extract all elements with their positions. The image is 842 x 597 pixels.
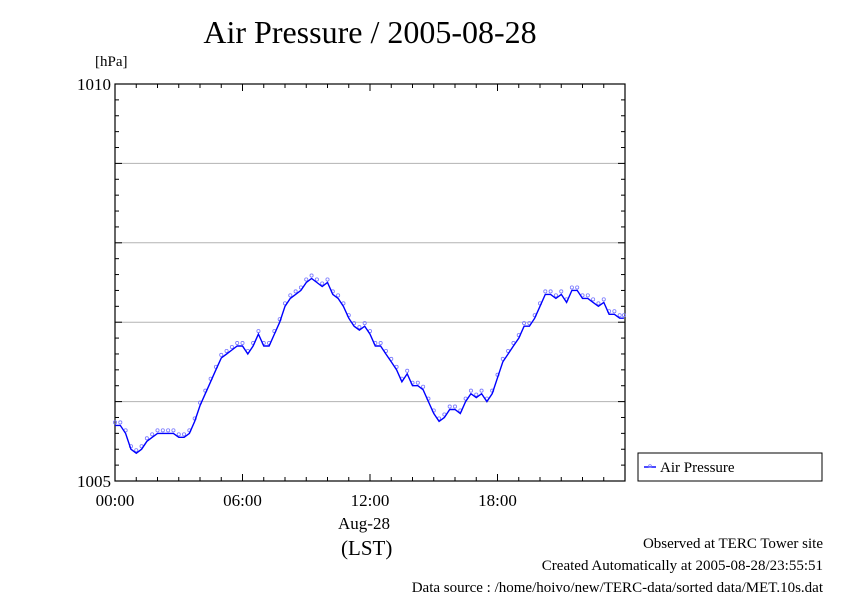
data-point bbox=[621, 313, 626, 318]
data-point bbox=[320, 281, 325, 286]
data-point bbox=[304, 277, 309, 282]
data-point bbox=[336, 293, 341, 298]
data-point bbox=[160, 428, 165, 433]
data-point bbox=[357, 325, 362, 330]
data-point bbox=[288, 293, 293, 298]
data-point bbox=[182, 432, 187, 437]
data-point bbox=[553, 293, 558, 298]
x-tick-label: 06:00 bbox=[223, 491, 262, 510]
data-point bbox=[591, 297, 596, 302]
data-point bbox=[325, 277, 330, 282]
data-point bbox=[479, 388, 484, 393]
data-point bbox=[575, 285, 580, 290]
y-tick-label: 1010 bbox=[77, 75, 111, 94]
data-point bbox=[569, 285, 574, 290]
data-point bbox=[224, 348, 229, 353]
data-point bbox=[219, 352, 224, 357]
data-point bbox=[134, 448, 139, 453]
data-point bbox=[293, 289, 298, 294]
data-point bbox=[421, 384, 426, 389]
footer-created-text: Created Automatically at 2005-08-28/23:5… bbox=[541, 558, 823, 574]
x-tick-label: 00:00 bbox=[96, 491, 135, 510]
data-point bbox=[309, 273, 314, 278]
legend-marker bbox=[648, 464, 652, 468]
data-point bbox=[176, 432, 181, 437]
data-point bbox=[229, 344, 234, 349]
data-point bbox=[617, 313, 622, 318]
data-point bbox=[235, 341, 240, 346]
data-point bbox=[585, 293, 590, 298]
data-point bbox=[474, 392, 479, 397]
footer-observed-text: Observed at TERC Tower site bbox=[642, 536, 823, 552]
data-point bbox=[378, 341, 383, 346]
series-line bbox=[115, 277, 624, 455]
data-point bbox=[596, 301, 601, 306]
data-point bbox=[612, 309, 617, 314]
footer-source-text: Data source : /home/hoivo/new/TERC-data/… bbox=[411, 580, 823, 596]
legend-box bbox=[637, 452, 823, 482]
data-point bbox=[543, 289, 548, 294]
data-point bbox=[559, 289, 564, 294]
data-point bbox=[256, 329, 261, 334]
data-point bbox=[447, 404, 452, 409]
x-axis-date-label: Aug-28 bbox=[338, 514, 390, 533]
y-tick-label: 1005 bbox=[77, 472, 111, 491]
data-point bbox=[405, 368, 410, 373]
plot-frame bbox=[114, 83, 626, 482]
data-point bbox=[548, 289, 553, 294]
data-point bbox=[362, 321, 367, 326]
data-point bbox=[155, 428, 160, 433]
data-point bbox=[113, 420, 118, 425]
y-axis-unit-label: [hPa] bbox=[95, 54, 128, 70]
data-point bbox=[240, 341, 245, 346]
data-point bbox=[144, 436, 149, 441]
data-point bbox=[522, 321, 527, 326]
x-axis-unit-label: (LST) bbox=[341, 536, 393, 560]
chart-title: Air Pressure / 2005-08-28 bbox=[203, 14, 537, 50]
data-point bbox=[166, 428, 171, 433]
legend-label: Air Pressure bbox=[660, 460, 735, 476]
data-point bbox=[171, 428, 176, 433]
data-point bbox=[314, 277, 319, 282]
data-point bbox=[468, 388, 473, 393]
x-tick-label: 12:00 bbox=[351, 491, 390, 510]
data-point bbox=[150, 432, 155, 437]
x-tick-label: 18:00 bbox=[478, 491, 517, 510]
data-point bbox=[452, 404, 457, 409]
data-point bbox=[415, 380, 420, 385]
data-point bbox=[601, 297, 606, 302]
data-point bbox=[118, 420, 123, 425]
